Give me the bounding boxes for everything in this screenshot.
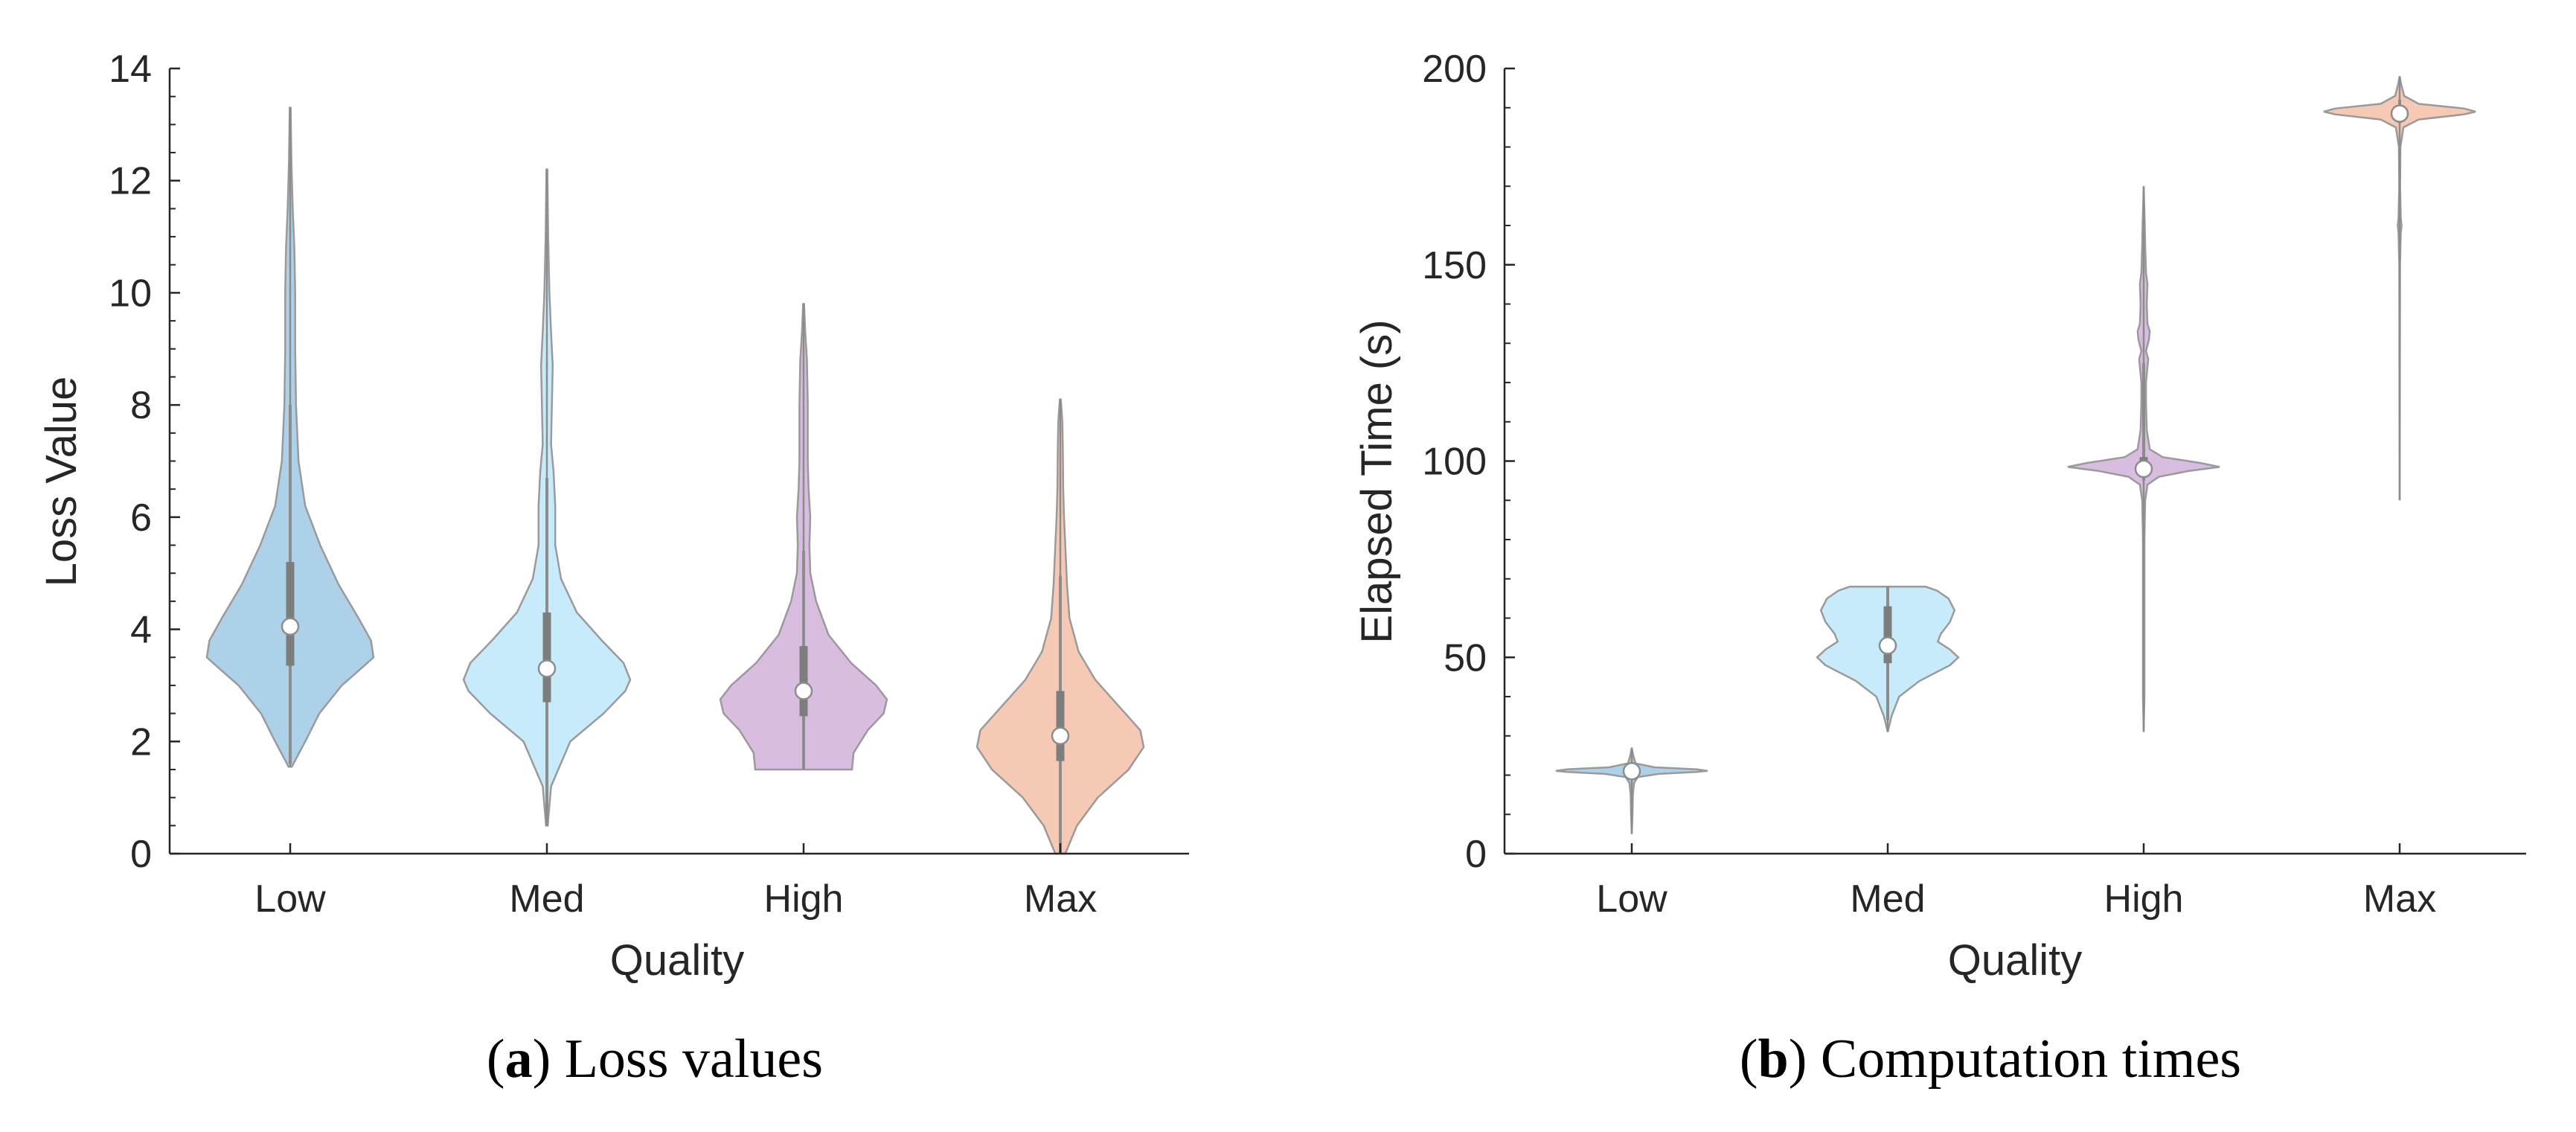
y-tick-label: 100 [1422, 441, 1487, 484]
y-tick-label: 12 [109, 160, 152, 203]
loss-values-panel: 0 2 4 6 8 10 12 14 Low Med High Max Quality Loss Va… [37, 48, 1189, 1090]
caption-letter: a [505, 1029, 533, 1090]
x-tick-label: Max [1024, 877, 1097, 921]
violin-group [1555, 76, 2476, 834]
axes: 0 2 4 6 8 10 12 14 Low Med High Max [109, 48, 1189, 921]
median-marker [1622, 761, 1641, 781]
caption-text: Computation times [1821, 1029, 2241, 1090]
y-tick-label: 50 [1444, 636, 1487, 679]
median-marker [794, 682, 813, 700]
y-tick-label: 14 [109, 48, 152, 91]
median-marker [1051, 726, 1070, 745]
caption-a: (a) Loss values [487, 1029, 823, 1090]
y-tick-label: 6 [130, 496, 152, 540]
y-tick-label: 8 [130, 384, 152, 427]
x-tick-label: Med [1850, 877, 1925, 921]
median-marker [2134, 459, 2153, 479]
y-axis-label: Loss Value [37, 377, 86, 587]
y-tick-label: 200 [1422, 48, 1487, 91]
computation-times-panel: 0 50 100 150 200 Low Med High Max Quality Elapse… [1353, 48, 2526, 1090]
y-tick-label: 0 [1465, 833, 1487, 876]
x-tick-label: High [2104, 877, 2184, 921]
median-marker [1878, 636, 1897, 655]
median-marker [281, 617, 300, 636]
y-tick-label: 10 [109, 272, 152, 315]
y-axis-label: Elapsed Time (s) [1353, 319, 1401, 643]
axes: 0 50 100 150 200 Low Med High Max [1422, 48, 2526, 921]
x-axis-label: Quality [610, 936, 745, 985]
caption-text: Loss values [565, 1029, 823, 1090]
median-marker [2390, 104, 2409, 123]
caption-b: (b) Computation times [1740, 1029, 2241, 1090]
x-tick-label: Max [2363, 877, 2436, 921]
median-marker [537, 659, 557, 678]
x-tick-label: Low [254, 877, 326, 921]
y-tick-label: 150 [1422, 244, 1487, 287]
x-tick-label: High [764, 877, 844, 921]
y-tick-label: 4 [130, 609, 152, 652]
violin-group [205, 106, 1145, 855]
y-tick-label: 2 [130, 720, 152, 764]
y-tick-label: 0 [130, 833, 152, 876]
x-tick-label: Low [1596, 877, 1667, 921]
x-tick-label: Med [509, 877, 584, 921]
caption-letter: b [1758, 1029, 1789, 1090]
x-axis-label: Quality [1948, 936, 2083, 985]
